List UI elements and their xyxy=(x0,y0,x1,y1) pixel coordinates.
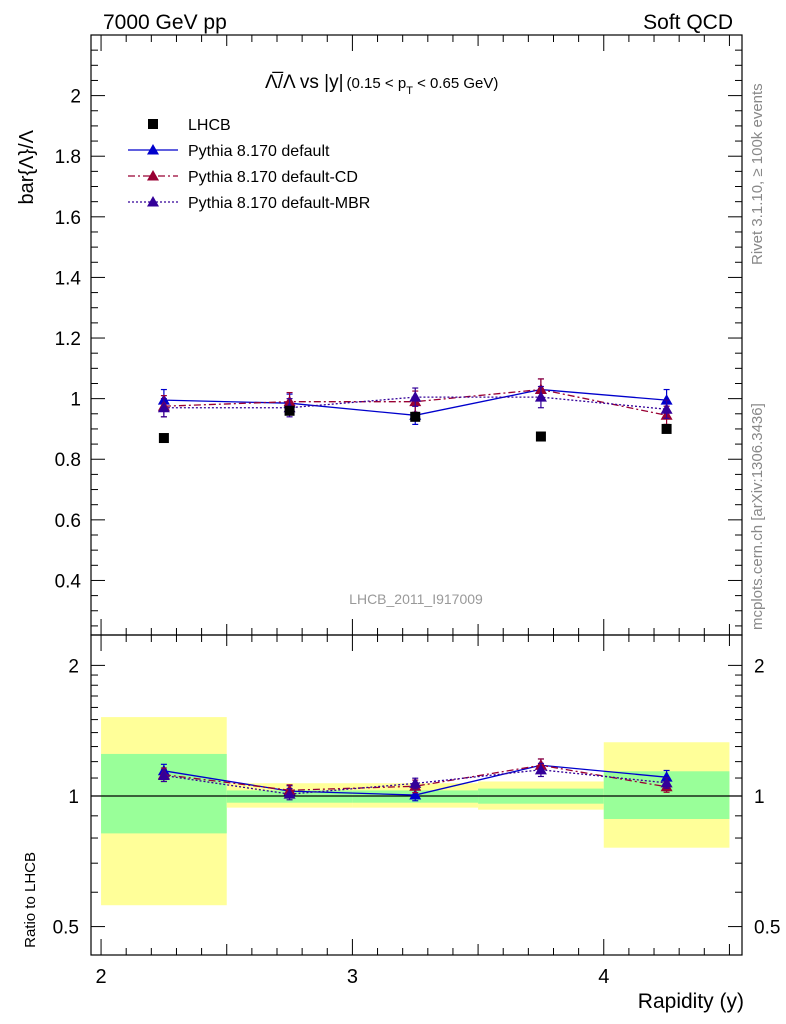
ratio-y-tick-label: 1 xyxy=(754,787,765,808)
ratio-y-tick-label: 0.5 xyxy=(53,918,79,939)
ratio-y-tick-label: 2 xyxy=(68,656,79,677)
main-panel: 0.4 0.6 0.8 1 1.2 1.4 1.6 1.8 2 xyxy=(55,34,743,636)
legend-label: Pythia 8.170 default-MBR xyxy=(188,195,370,212)
data-point-lhcb xyxy=(158,433,169,444)
main-series-3-marker xyxy=(157,401,170,413)
main-series-3-marker xyxy=(534,391,547,402)
ratio-x-tick-label: 2 xyxy=(95,966,106,988)
ratio-series-3-marker xyxy=(409,777,422,788)
main-y-tick-label: 0.6 xyxy=(55,511,81,532)
ratio-series-2-line xyxy=(163,764,667,791)
legend-marker-triangle xyxy=(147,196,159,207)
x-axis-label: Rapidity (y) xyxy=(638,990,744,1013)
ratio-series-1-marker xyxy=(409,789,422,800)
main-y-tick-label: 1.2 xyxy=(55,329,81,350)
header-left: 7000 GeV pp xyxy=(103,11,227,34)
main-y-tick-label: 1.6 xyxy=(55,208,81,229)
title-sub-end: < 0.65 GeV) xyxy=(413,75,498,92)
ratio-ylabel: Ratio to LHCB xyxy=(22,852,39,948)
legend: LHCB Pythia 8.170 default Pythia 8.170 def… xyxy=(128,117,370,212)
ratio-y-tick-label: 0.5 xyxy=(754,918,780,939)
watermark: LHCB_2011_I917009 xyxy=(349,591,483,607)
title-sub-index: T xyxy=(406,85,413,97)
main-title: Λ̅/Λ vs |y| (0.15 < pT < 0.65 GeV) xyxy=(265,72,498,97)
ratio-y-tick-label: 2 xyxy=(754,656,765,677)
main-series-3-marker xyxy=(660,403,673,414)
ratio-panel: 2 3 4 0.5 0.5 1 1 2 2 xyxy=(53,634,780,988)
main-ylabel: bar{Λ}/Λ xyxy=(16,129,38,204)
legend-label: Pythia 8.170 default xyxy=(188,143,330,160)
data-point-lhcb xyxy=(661,423,672,434)
main-series-3-marker xyxy=(409,391,422,402)
rivet-label: Rivet 3.1.10, ≥ 100k events xyxy=(749,83,766,265)
ratio-x-tick-label: 3 xyxy=(347,966,358,988)
ratio-y-tick-label: 1 xyxy=(68,787,79,808)
title-main: Λ̅/Λ vs |y| xyxy=(265,72,344,93)
main-y-tick-label: 1.8 xyxy=(55,147,81,168)
main-y-tick-label: 2 xyxy=(70,87,81,108)
main-y-tick-label: 1 xyxy=(70,390,81,411)
ratio-series-3-marker xyxy=(157,769,170,780)
legend-marker-triangle xyxy=(147,144,159,155)
ratio-series-1-marker xyxy=(660,771,673,782)
data-point-lhcb xyxy=(535,431,546,442)
title-sub: (0.15 < p xyxy=(347,75,407,92)
ratio-series-3-marker xyxy=(660,776,673,788)
ratio-frame xyxy=(90,634,743,956)
mcplots-label: mcplots.cern.ch [arXiv:1306.3436] xyxy=(749,403,766,630)
main-series-1-marker xyxy=(660,394,673,405)
main-y-tick-label: 0.4 xyxy=(55,571,82,592)
legend-marker-triangle xyxy=(147,170,159,181)
legend-label: Pythia 8.170 default-CD xyxy=(188,169,358,186)
legend-marker-square xyxy=(148,119,158,129)
data-point-lhcb xyxy=(410,411,421,422)
data-point-lhcb xyxy=(284,405,295,416)
main-y-tick-label: 1.4 xyxy=(55,268,82,289)
main-y-tick-label: 0.8 xyxy=(55,450,81,471)
legend-label: LHCB xyxy=(188,117,231,134)
ratio-x-tick-label: 4 xyxy=(598,966,609,988)
header-right: Soft QCD xyxy=(643,11,733,34)
ratio-series-3-marker xyxy=(534,763,547,775)
ratio-series-3-marker xyxy=(283,788,296,799)
